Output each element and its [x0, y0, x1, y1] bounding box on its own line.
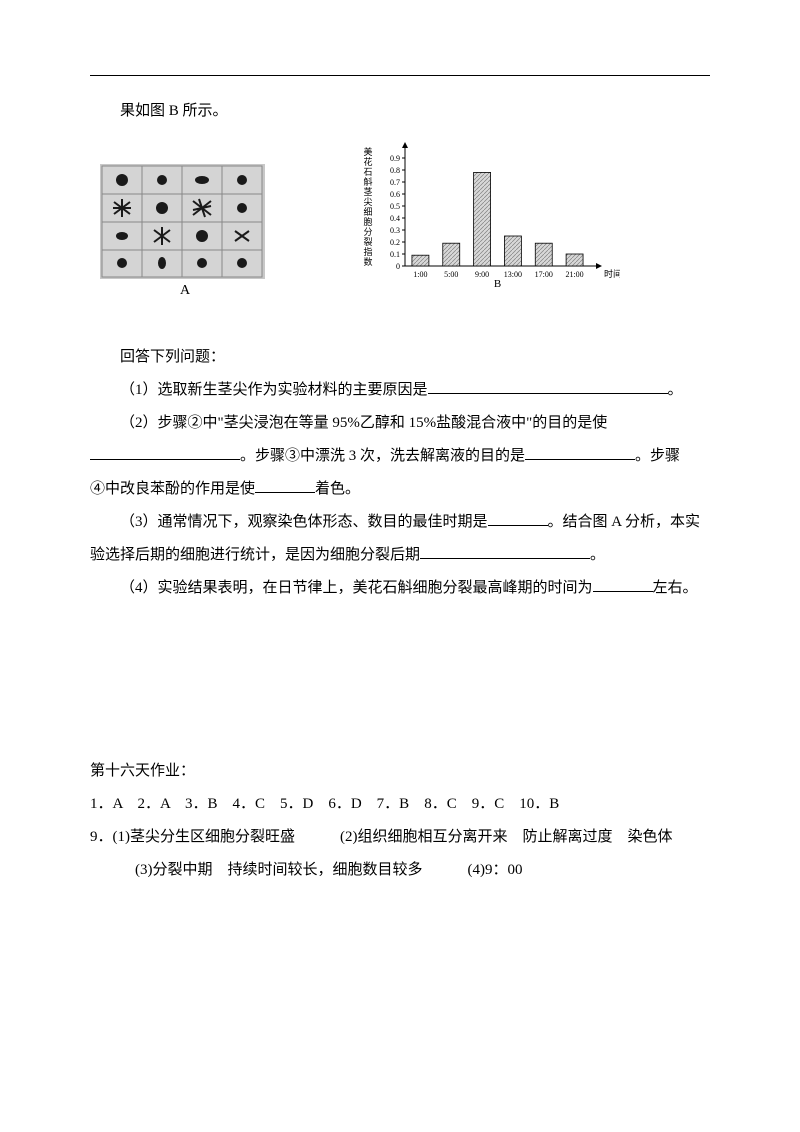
q3-text-b: 。结合图 A 分析，本实: [548, 514, 701, 530]
bar-chart: 美花石斛茎尖细胞分裂指数 0 0.1 0.2 0.3 0.4 0.5 0.6 0.7 0.8 0.9…: [360, 138, 620, 288]
svg-text:时间: 时间: [604, 268, 620, 279]
svg-text:5:00: 5:00: [444, 270, 458, 279]
q3-text-d: 。: [590, 547, 605, 563]
q4-text-b: 左右。: [653, 580, 698, 596]
svg-text:0.4: 0.4: [390, 214, 400, 223]
intro-text: 果如图 B 所示。: [90, 95, 710, 128]
svg-text:0.7: 0.7: [390, 178, 400, 187]
svg-text:尖: 尖: [363, 196, 372, 207]
answers-q9-2: (3)分裂中期 持续时间较长，细胞数目较多 (4)9：00: [90, 854, 710, 887]
svg-text:美: 美: [363, 146, 372, 157]
svg-text:花: 花: [363, 156, 372, 167]
answers-mc: 1．A 2．A 3．B 4．C 5．D 6．D 7．B 8．C 9．C 10．B: [90, 788, 710, 821]
q3-text-c: 验选择后期的细胞进行统计，是因为细胞分裂后期: [90, 547, 420, 563]
q1-blank: [428, 379, 668, 394]
svg-text:指: 指: [363, 246, 372, 257]
svg-text:细: 细: [363, 206, 372, 217]
q2-text-a: （2）步骤②中"茎尖浸泡在等量 95%乙醇和 15%盐酸混合液中"的目的是使: [120, 415, 607, 431]
figure-b-container: 美花石斛茎尖细胞分裂指数 0 0.1 0.2 0.3 0.4 0.5 0.6 0.7 0.8 0.9…: [360, 138, 630, 301]
question-block: 回答下列问题： （1）选取新生茎尖作为实验材料的主要原因是。 （2）步骤②中"茎…: [90, 341, 710, 605]
answers-q9-1: 9．(1)茎尖分生区细胞分裂旺盛 (2)组织细胞相互分离开来 防止解离过度 染色…: [90, 821, 710, 854]
answers-block: 第十六天作业： 1．A 2．A 3．B 4．C 5．D 6．D 7．B 8．C …: [90, 755, 710, 887]
svg-text:0.1: 0.1: [390, 250, 400, 259]
svg-text:1:00: 1:00: [413, 270, 427, 279]
question-4: （4）实验结果表明，在日节律上，美花石斛细胞分裂最高峰期的时间为 左右。: [90, 572, 710, 605]
q3-blank1: [488, 511, 548, 526]
svg-text:数: 数: [363, 256, 372, 267]
q3-blank2: [420, 544, 590, 559]
svg-text:斛: 斛: [363, 176, 372, 187]
question-2-line1: （2）步骤②中"茎尖浸泡在等量 95%乙醇和 15%盐酸混合液中"的目的是使: [90, 407, 710, 440]
q1-text-b: 。: [668, 382, 683, 398]
svg-text:石: 石: [363, 167, 372, 177]
svg-text:0: 0: [396, 262, 400, 271]
q2-text-d: ④中改良苯酚的作用是使: [90, 481, 255, 497]
q4-blank: [593, 577, 653, 592]
svg-text:0.9: 0.9: [390, 154, 400, 163]
q2-blank1: [90, 445, 240, 460]
question-3-line2: 验选择后期的细胞进行统计，是因为细胞分裂后期 。: [90, 539, 710, 572]
q1-text-a: （1）选取新生茎尖作为实验材料的主要原因是: [120, 382, 428, 398]
figure-a-container: A: [100, 164, 270, 301]
cell-micrograph: [100, 164, 265, 279]
svg-text:0.2: 0.2: [390, 238, 400, 247]
header-divider: [90, 75, 710, 76]
q3-text-a: （3）通常情况下，观察染色体形态、数目的最佳时期是: [120, 514, 488, 530]
question-1: （1）选取新生茎尖作为实验材料的主要原因是 。: [90, 374, 710, 407]
svg-text:13:00: 13:00: [504, 270, 522, 279]
svg-text:分: 分: [363, 227, 372, 237]
svg-text:17:00: 17:00: [535, 270, 553, 279]
svg-text:0.8: 0.8: [390, 166, 400, 175]
svg-text:0.6: 0.6: [390, 190, 400, 199]
question-2-line2: 。步骤③中漂洗 3 次，洗去解离液的目的是 。步骤: [90, 440, 710, 473]
question-header: 回答下列问题：: [90, 341, 710, 374]
q2-text-e: 着色。: [315, 481, 360, 497]
q2-text-c: 。步骤: [635, 448, 680, 464]
svg-text:0.3: 0.3: [390, 226, 400, 235]
svg-text:9:00: 9:00: [475, 270, 489, 279]
figure-row: A 美花石斛茎尖细胞分裂指数 0 0.1 0.2 0.3 0.4 0.5 0.6 0.7 0.8 0…: [90, 138, 710, 301]
q2-text-b: 。步骤③中漂洗 3 次，洗去解离液的目的是: [240, 448, 525, 464]
svg-text:胞: 胞: [363, 216, 372, 227]
figure-a-label: A: [100, 281, 270, 301]
question-2-line3: ④中改良苯酚的作用是使 着色。: [90, 473, 710, 506]
question-3-line1: （3）通常情况下，观察染色体形态、数目的最佳时期是 。结合图 A 分析，本实: [90, 506, 710, 539]
svg-text:0.5: 0.5: [390, 202, 400, 211]
q4-text-a: （4）实验结果表明，在日节律上，美花石斛细胞分裂最高峰期的时间为: [120, 580, 593, 596]
svg-text:21:00: 21:00: [565, 270, 583, 279]
svg-text:B: B: [494, 278, 501, 288]
q2-blank3: [255, 478, 315, 493]
svg-text:茎: 茎: [363, 186, 372, 197]
q2-blank2: [525, 445, 635, 460]
svg-text:裂: 裂: [363, 237, 372, 247]
answers-title: 第十六天作业：: [90, 755, 710, 788]
